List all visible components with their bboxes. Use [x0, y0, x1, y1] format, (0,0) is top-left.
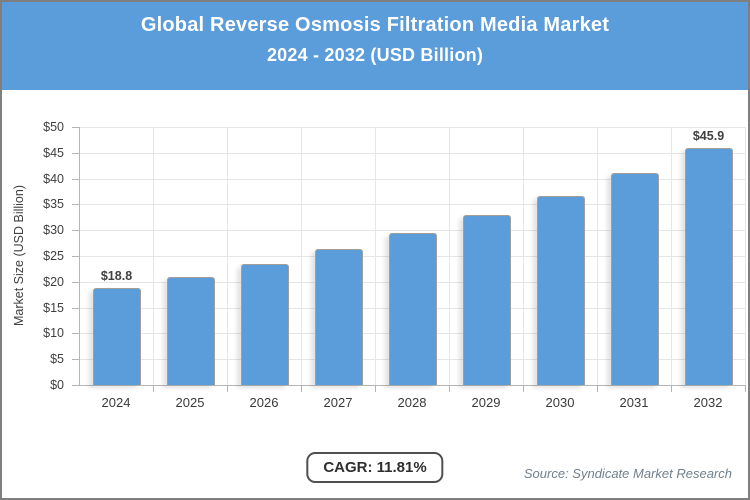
bar-2030 — [536, 195, 585, 385]
x-axis-label: 2024 — [101, 395, 131, 410]
bar-2026 — [240, 263, 289, 385]
chart-column — [524, 127, 598, 392]
y-axis-tick-mark — [72, 359, 79, 361]
y-axis-tick-mark — [72, 152, 79, 154]
chart-column — [302, 127, 376, 392]
chart-title-line2: 2024 - 2032 (USD Billion) — [266, 45, 484, 65]
bar-value-label: $18.8 — [100, 269, 133, 283]
y-axis-tick-mark — [72, 281, 79, 283]
x-axis-label: 2032 — [693, 395, 723, 410]
bar-value-label: $45.9 — [692, 129, 725, 144]
chart-column: $18.8 — [80, 127, 154, 392]
x-axis-label: 2030 — [545, 395, 575, 410]
chart-column: $45.9 — [672, 127, 746, 392]
chart-column — [450, 127, 524, 392]
y-axis-tick-mark — [72, 307, 79, 309]
bar-2031 — [610, 172, 659, 385]
y-axis-tick-label: $30 — [43, 223, 64, 238]
source-attribution: Source: Syndicate Market Research — [523, 466, 732, 481]
gridline-horizontal — [80, 230, 746, 232]
y-axis-tick-label: $45 — [43, 145, 64, 160]
x-axis-label: 2027 — [323, 395, 353, 410]
y-axis-tick-label: $40 — [43, 171, 64, 186]
chart-column — [598, 127, 672, 392]
bar-2032 — [684, 148, 733, 385]
y-axis-tick-mark — [72, 256, 79, 257]
plot-area: $18.8 $45.9 — [79, 127, 746, 392]
y-axis-tick-mark — [72, 333, 79, 335]
gridline-horizontal — [80, 204, 746, 206]
x-axis-label: 2025 — [175, 395, 205, 410]
y-axis-tick-label: $25 — [43, 249, 64, 263]
chart-column — [228, 127, 302, 392]
x-axis-label: 2026 — [249, 395, 279, 410]
y-axis-tick-labels: $50 $45 $40 $35 $30 $25 $20 $15 $10 $5 $0 — [2, 120, 79, 392]
y-axis-tick-label: $20 — [43, 274, 64, 289]
y-axis-tick-mark — [72, 204, 79, 206]
y-axis-tick-label: $15 — [43, 300, 64, 315]
x-axis-labels: 2024 2025 2026 2027 2028 2029 2030 2031 2032 — [79, 395, 745, 410]
bar-2027 — [314, 249, 363, 385]
y-axis-tick-mark — [72, 230, 79, 232]
bar-2025 — [166, 276, 215, 385]
bar-2024 — [92, 288, 141, 385]
y-axis-tick-label: $50 — [43, 120, 64, 134]
gridline-horizontal — [80, 127, 746, 128]
x-axis-label: 2029 — [471, 395, 501, 410]
chart-column — [154, 127, 228, 392]
y-axis-tick-label: $35 — [43, 197, 64, 212]
y-axis-tick-label: $0 — [50, 378, 64, 392]
y-axis-tick-label: $5 — [50, 352, 64, 367]
cagr-badge: CAGR: 11.81% — [306, 452, 444, 483]
x-axis-label: 2028 — [397, 395, 427, 410]
chart-header: Global Reverse Osmosis Filtration Media … — [2, 2, 748, 90]
chart-column — [376, 127, 450, 392]
gridline-horizontal — [80, 152, 746, 154]
gridline-horizontal — [80, 178, 746, 180]
bar-2028 — [388, 233, 437, 385]
y-axis-tick-label: $10 — [43, 326, 64, 341]
y-axis-tick-mark — [72, 127, 79, 128]
y-axis-tick-mark — [72, 385, 79, 386]
x-axis-label: 2031 — [619, 395, 649, 410]
chart-title-line1: Global Reverse Osmosis Filtration Media … — [140, 14, 610, 36]
y-axis-tick-mark — [72, 178, 79, 180]
bar-2029 — [462, 215, 511, 385]
